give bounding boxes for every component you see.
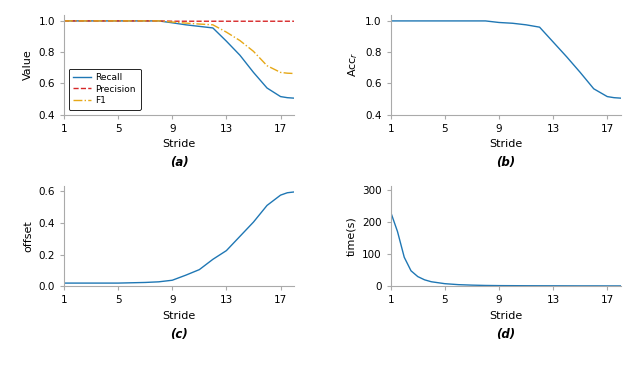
F1 (291, 71, 298, 76)
Precision (291, 19, 298, 23)
F1 (236, 39, 244, 43)
F1 (141, 19, 149, 23)
Recall (67, 19, 75, 23)
Recall (81, 19, 88, 23)
F1 (195, 22, 203, 26)
Precision (263, 19, 271, 23)
F1 (263, 63, 271, 68)
Precision (60, 19, 68, 23)
Recall (182, 23, 189, 27)
F1 (209, 23, 217, 27)
Y-axis label: offset: offset (23, 221, 33, 252)
Recall (87, 19, 95, 23)
Precision (67, 19, 75, 23)
Recall (263, 86, 271, 90)
Precision (128, 19, 136, 23)
F1 (60, 19, 68, 23)
Y-axis label: time(s): time(s) (346, 217, 356, 256)
X-axis label: Stride: Stride (489, 139, 522, 149)
Recall (94, 19, 102, 23)
Precision (223, 19, 230, 23)
Recall (223, 39, 230, 43)
Precision (284, 19, 291, 23)
F1 (81, 19, 88, 23)
Recall (195, 24, 203, 29)
Recall (168, 21, 176, 25)
Precision (250, 19, 257, 23)
F1 (100, 19, 108, 23)
Precision (195, 19, 203, 23)
F1 (74, 19, 81, 23)
F1 (128, 19, 136, 23)
Line: F1: F1 (64, 21, 294, 73)
Recall (276, 94, 284, 99)
Precision (115, 19, 122, 23)
F1 (155, 19, 163, 23)
Recall (284, 95, 291, 100)
Y-axis label: Acc$_r$: Acc$_r$ (346, 52, 360, 77)
Recall (155, 19, 163, 23)
F1 (276, 70, 284, 75)
X-axis label: Stride: Stride (163, 139, 196, 149)
Text: (a): (a) (170, 156, 188, 170)
F1 (182, 21, 189, 25)
Precision (87, 19, 95, 23)
X-axis label: Stride: Stride (163, 311, 196, 321)
Legend: Recall, Precision, F1: Recall, Precision, F1 (68, 69, 141, 110)
Precision (100, 19, 108, 23)
Precision (182, 19, 189, 23)
Precision (74, 19, 81, 23)
Precision (168, 19, 176, 23)
Precision (236, 19, 244, 23)
Y-axis label: Value: Value (23, 49, 33, 80)
Precision (81, 19, 88, 23)
F1 (284, 71, 291, 75)
Recall (236, 53, 244, 58)
Text: (c): (c) (170, 328, 188, 341)
X-axis label: Stride: Stride (489, 311, 522, 321)
F1 (87, 19, 95, 23)
Recall (209, 26, 217, 30)
F1 (94, 19, 102, 23)
Precision (94, 19, 102, 23)
F1 (67, 19, 75, 23)
Recall (291, 96, 298, 100)
Recall (141, 19, 149, 23)
Precision (155, 19, 163, 23)
Recall (250, 70, 257, 75)
F1 (250, 49, 257, 54)
Precision (276, 19, 284, 23)
Recall (100, 19, 108, 23)
Text: (d): (d) (496, 328, 515, 341)
Recall (115, 19, 122, 23)
Text: (b): (b) (496, 156, 515, 170)
F1 (168, 20, 176, 24)
F1 (115, 19, 122, 23)
Recall (60, 19, 68, 23)
Line: Recall: Recall (64, 21, 294, 98)
Recall (128, 19, 136, 23)
Precision (209, 19, 217, 23)
F1 (223, 30, 230, 34)
Precision (141, 19, 149, 23)
Recall (74, 19, 81, 23)
